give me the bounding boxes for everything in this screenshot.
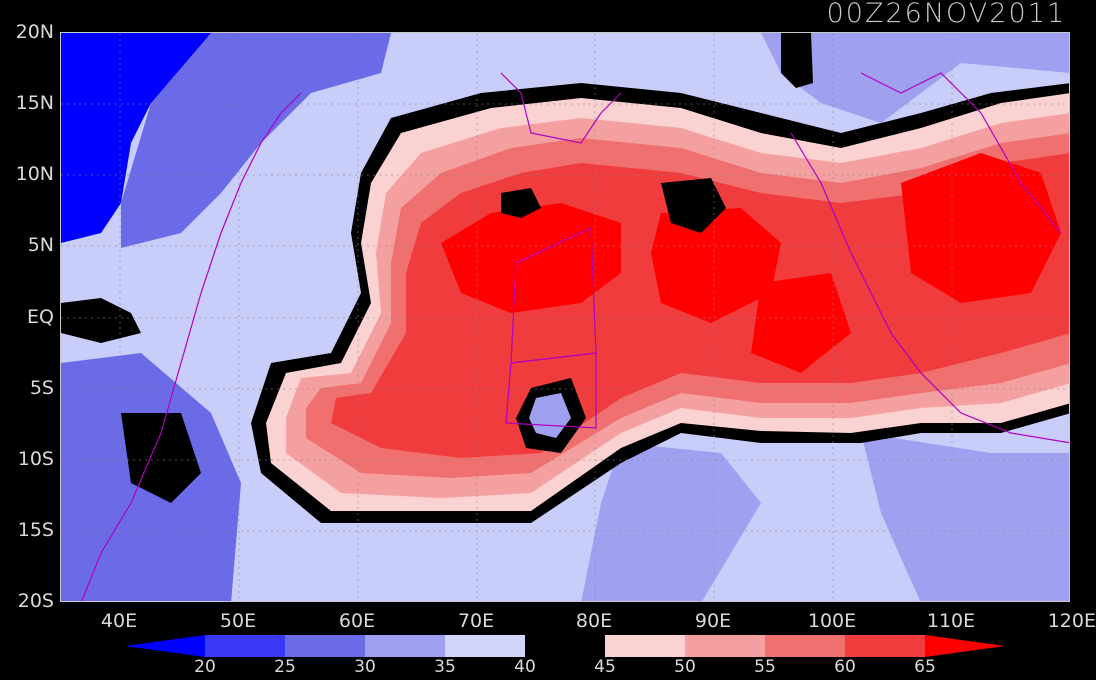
field-region-red-max-1 [441, 203, 621, 313]
lat-label-20s: 20S [17, 590, 54, 612]
field-region-blue-s [581, 443, 761, 601]
lat-label-eq: EQ [27, 306, 54, 328]
lon-label-110e: 110E [926, 610, 976, 632]
lon-label-60e: 60E [338, 610, 376, 632]
colorbar-swatch-40-45 [525, 635, 605, 657]
lat-label-15s: 15S [17, 519, 54, 541]
lon-label-80e: 80E [575, 610, 613, 632]
map-plot-area[interactable] [60, 32, 1070, 602]
lon-label-90e: 90E [694, 610, 732, 632]
colorbar-label-45: 45 [594, 657, 616, 677]
colorbar-swatch-35-40 [445, 635, 525, 657]
colorbar-swatch-20-25 [205, 635, 285, 657]
field-region-black-west [61, 298, 141, 343]
colorbar-arrow-low [125, 635, 205, 657]
colorbar-label-50: 50 [674, 657, 696, 677]
lat-label-10s: 10S [17, 448, 54, 470]
field-region-blue-ne [761, 33, 1069, 123]
colorbar-label-25: 25 [274, 657, 296, 677]
colorbar-label-65: 65 [914, 657, 936, 677]
lat-label-15n: 15N [15, 92, 54, 114]
field-map [61, 33, 1069, 601]
lat-label-10n: 10N [15, 163, 54, 185]
field-region-black-blob-1 [501, 188, 541, 218]
colorbar-swatch-60-65 [845, 635, 925, 657]
lon-label-50e: 50E [219, 610, 257, 632]
colorbar-label-60: 60 [834, 657, 856, 677]
lat-label-20n: 20N [15, 21, 54, 43]
field-region-red-max-3 [901, 153, 1061, 303]
colorbar-label-40: 40 [514, 657, 536, 677]
colorbar-swatch-45-50 [605, 635, 685, 657]
lat-label-5s: 5S [29, 377, 54, 399]
lat-label-5n: 5N [27, 234, 54, 256]
field-region-black-blob-2 [661, 178, 726, 233]
field-region-red-max-2 [651, 208, 781, 323]
field-region-blue-se [861, 433, 1069, 601]
colorbar-swatch-50-55 [685, 635, 765, 657]
colorbar-label-20: 20 [194, 657, 216, 677]
lon-label-40e: 40E [100, 610, 138, 632]
colorbar [125, 635, 1005, 657]
lon-label-70e: 70E [457, 610, 495, 632]
colorbar-swatch-55-60 [765, 635, 845, 657]
colorbar-label-30: 30 [354, 657, 376, 677]
lon-label-120e: 120E [1047, 610, 1096, 632]
colorbar-label-55: 55 [754, 657, 776, 677]
field-region-blue-blob [529, 393, 571, 438]
field-region-red-max-4 [751, 273, 851, 373]
field-region-mid-blue-nw [121, 33, 391, 248]
field-region-black-north [781, 33, 813, 88]
colorbar-label-35: 35 [434, 657, 456, 677]
colorbar-arrow-high [925, 635, 1005, 657]
grid-lines [61, 33, 1069, 601]
colorbar-swatch-30-35 [365, 635, 445, 657]
lon-label-100e: 100E [807, 610, 857, 632]
map-title: 00Z26NOV2011 [826, 0, 1066, 29]
colorbar-swatch-25-30 [285, 635, 365, 657]
coastlines [81, 72, 1069, 601]
